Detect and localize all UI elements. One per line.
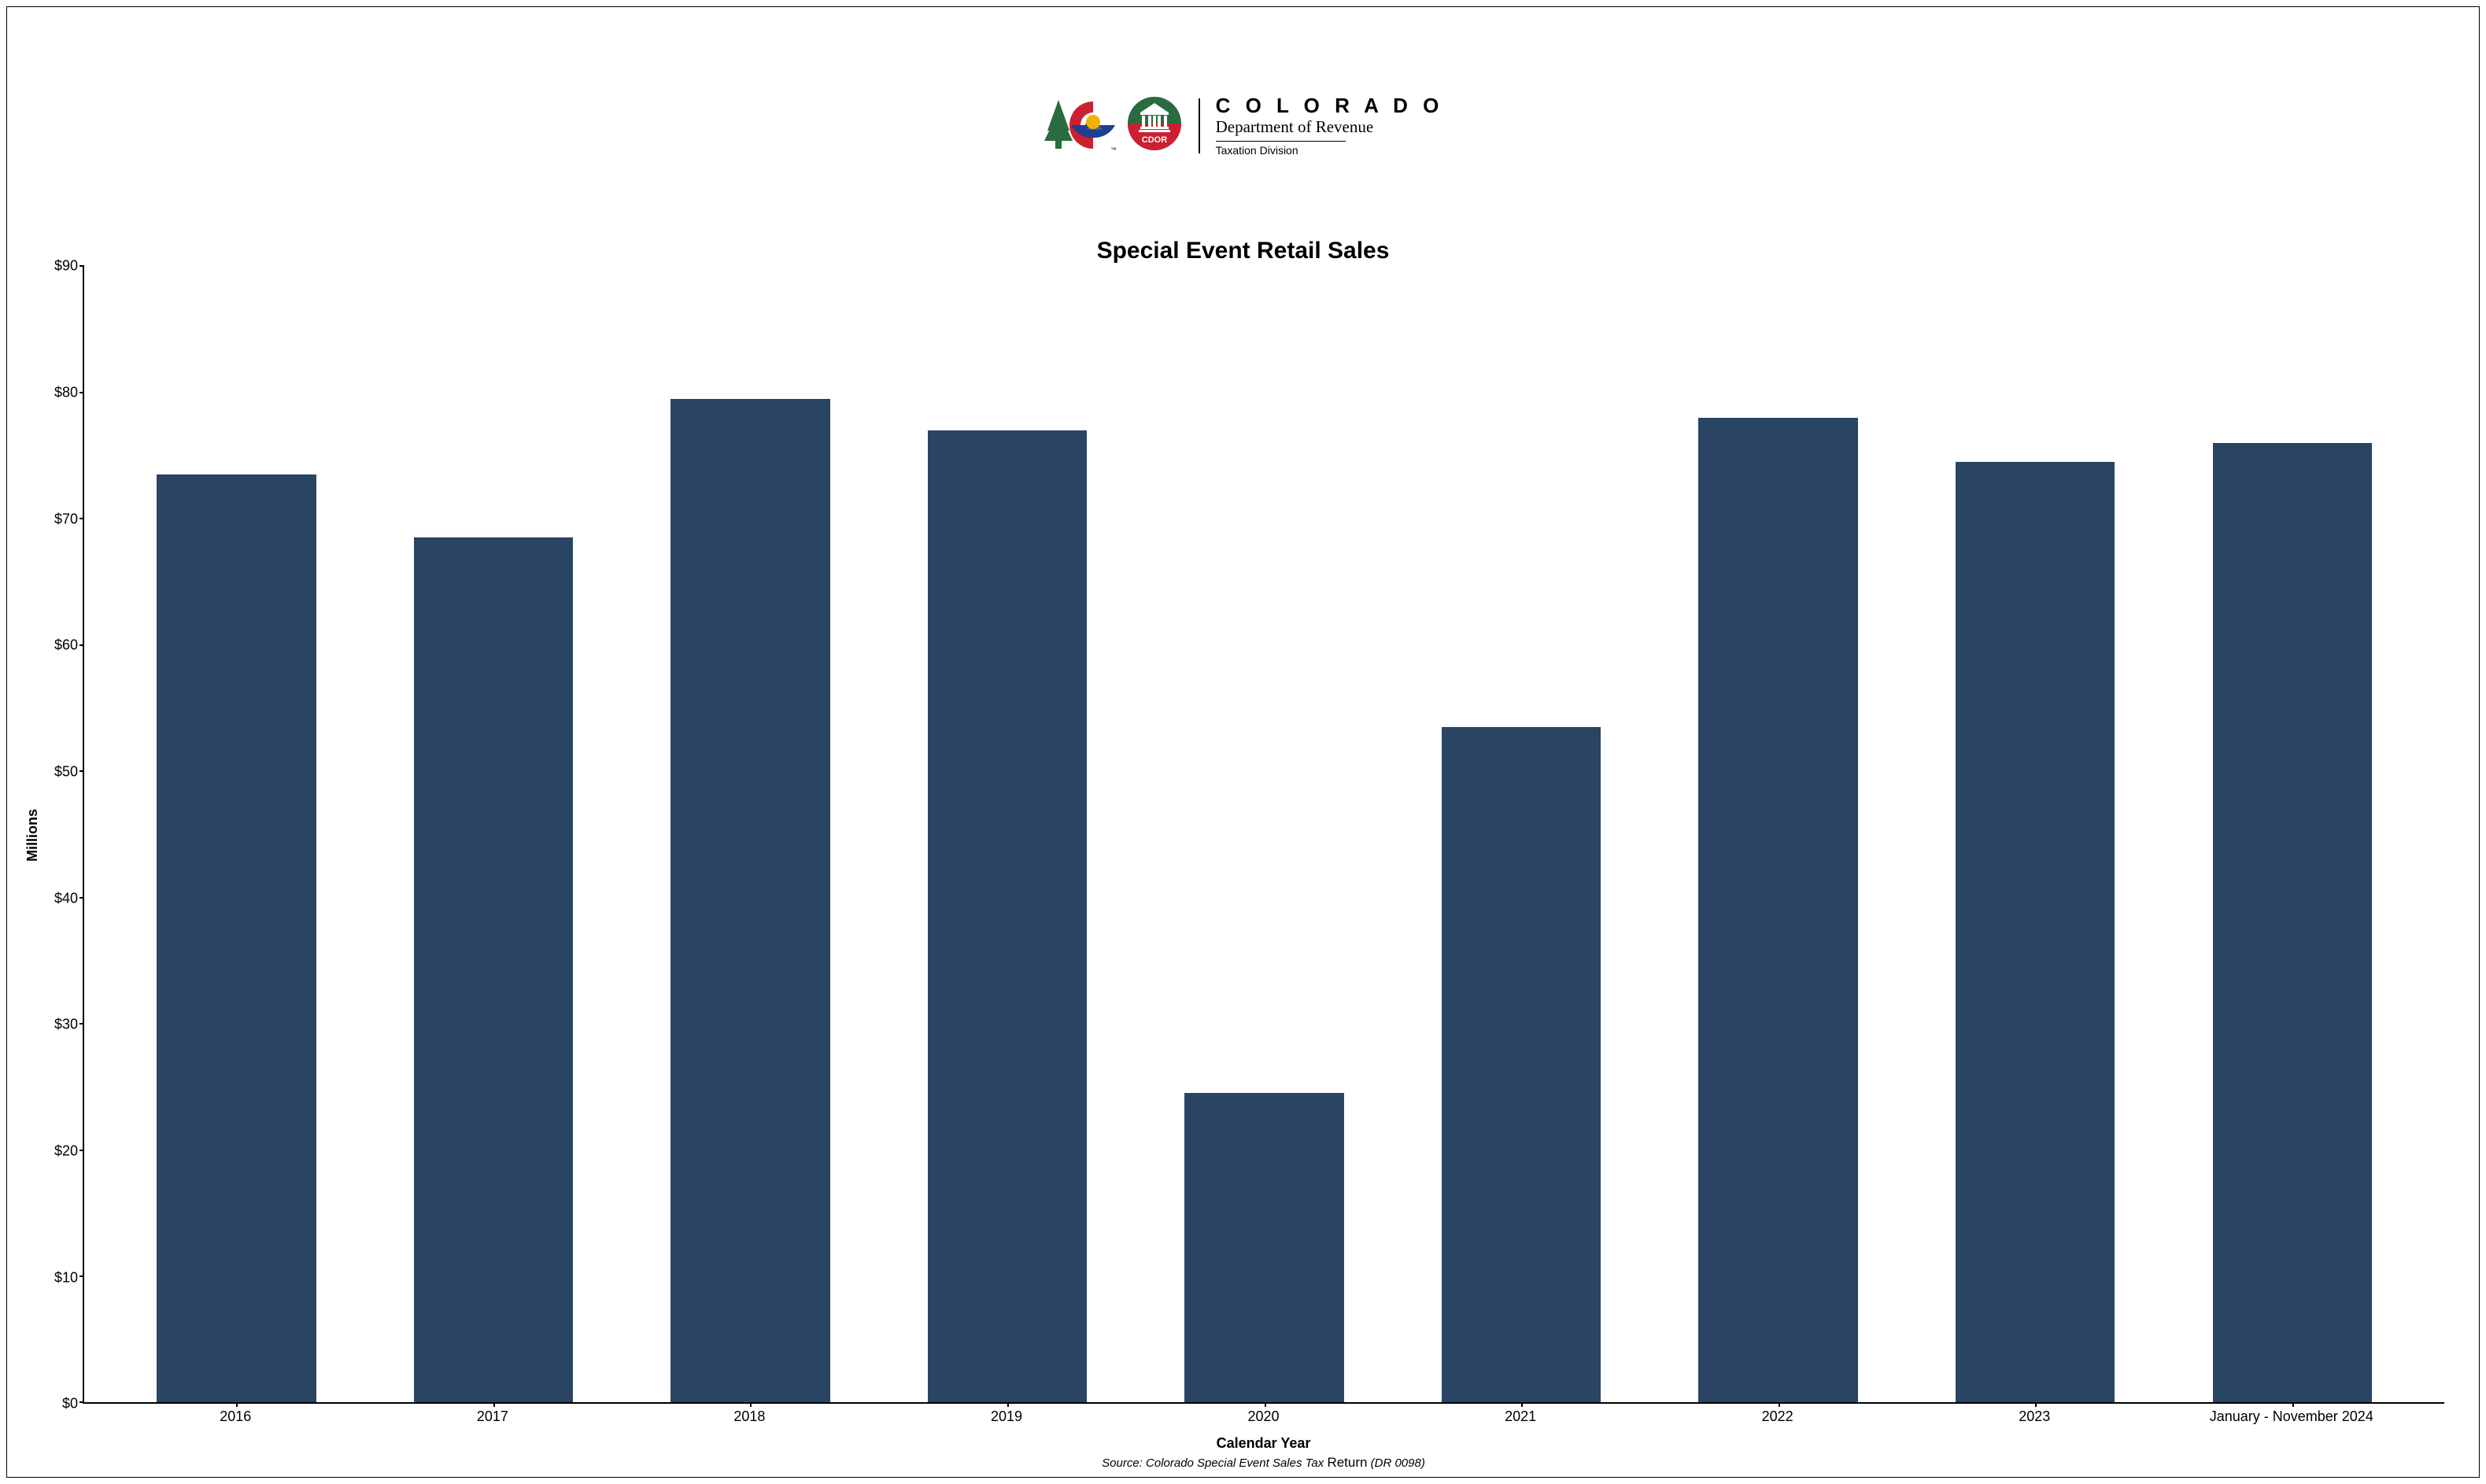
x-tick-mark <box>2035 1402 2037 1407</box>
y-tick-mark <box>79 897 84 899</box>
bar <box>1442 727 1601 1402</box>
bar-slot <box>1136 266 1393 1402</box>
x-axis-label: Calendar Year <box>83 1435 2444 1452</box>
y-axis-label-wrap: Millions <box>23 266 42 1404</box>
bar-slot <box>1393 266 1650 1402</box>
logo-group: ™ CDOR <box>1043 95 1183 157</box>
y-tick-mark <box>79 265 84 267</box>
x-tick-mark <box>236 1402 238 1407</box>
y-axis-label: Millions <box>24 809 41 862</box>
y-tick-mark <box>79 392 84 393</box>
colorado-text: C O L O R A D O <box>1216 94 1444 117</box>
y-tick-label: $40 <box>54 890 78 906</box>
svg-text:CDOR: CDOR <box>1141 135 1166 145</box>
source-return: Return <box>1327 1455 1367 1470</box>
y-tick-label: $50 <box>54 764 78 781</box>
bar-slot <box>1649 266 1907 1402</box>
bars-container <box>84 266 2444 1402</box>
y-tick-label: $70 <box>54 511 78 527</box>
svg-text:™: ™ <box>1110 146 1117 153</box>
y-tick-mark <box>79 644 84 646</box>
x-tick-mark <box>1521 1402 1523 1407</box>
bar-slot <box>879 266 1136 1402</box>
x-tick-mark <box>750 1402 752 1407</box>
bar-slot <box>108 266 365 1402</box>
division-text: Taxation Division <box>1216 141 1346 157</box>
source-note: Source: Colorado Special Event Sales Tax… <box>83 1455 2444 1471</box>
x-tick-mark <box>1779 1402 1780 1407</box>
y-tick-label: $0 <box>62 1396 78 1412</box>
y-tick-mark <box>79 1023 84 1024</box>
bar <box>1184 1093 1343 1402</box>
bar <box>670 399 829 1403</box>
y-tick-label: $30 <box>54 1017 78 1033</box>
bar-slot <box>622 266 879 1402</box>
bar <box>2213 443 2372 1403</box>
y-axis: $0$10$20$30$40$50$60$70$80$90 <box>42 266 83 1404</box>
y-tick-label: $20 <box>54 1143 78 1160</box>
chart-title: Special Event Retail Sales <box>23 238 2463 264</box>
y-tick-label: $90 <box>54 258 78 275</box>
bar <box>157 474 316 1402</box>
header-divider <box>1199 98 1200 153</box>
y-tick-mark <box>79 770 84 772</box>
bar-slot <box>1907 266 2164 1402</box>
plot-row: Millions $0$10$20$30$40$50$60$70$80$90 <box>23 266 2463 1404</box>
x-tick-mark <box>493 1402 495 1407</box>
y-tick-label: $80 <box>54 384 78 401</box>
source-suffix: (DR 0098) <box>1367 1456 1424 1470</box>
header: ™ CDOR C O L O R A D O Depart <box>23 17 2463 234</box>
y-tick-mark <box>79 518 84 519</box>
y-tick-label: $60 <box>54 637 78 654</box>
cdor-badge-icon: CDOR <box>1126 95 1183 157</box>
x-tick-mark <box>1265 1402 1266 1407</box>
bar <box>414 537 573 1402</box>
chart-frame: ™ CDOR C O L O R A D O Depart <box>6 6 2480 1478</box>
source-prefix: Source: Colorado Special Event Sales Tax <box>1102 1456 1327 1470</box>
plot-area <box>83 266 2444 1404</box>
bar <box>1698 418 1857 1403</box>
bar <box>928 430 1087 1403</box>
y-tick-label: $10 <box>54 1269 78 1286</box>
colorado-c-logo-icon: ™ <box>1043 95 1121 157</box>
y-tick-mark <box>79 1150 84 1151</box>
bar <box>1956 462 2115 1402</box>
x-tick-mark <box>1007 1402 1009 1407</box>
x-tick-mark <box>2292 1402 2294 1407</box>
bar-slot <box>2163 266 2421 1402</box>
bar-slot <box>365 266 622 1402</box>
department-block: C O L O R A D O Department of Revenue Ta… <box>1216 94 1444 157</box>
y-tick-mark <box>79 1401 84 1403</box>
y-tick-mark <box>79 1275 84 1277</box>
chart-area: Special Event Retail Sales Millions $0 $1… <box>23 234 2463 1471</box>
department-text: Department of Revenue <box>1216 118 1444 136</box>
